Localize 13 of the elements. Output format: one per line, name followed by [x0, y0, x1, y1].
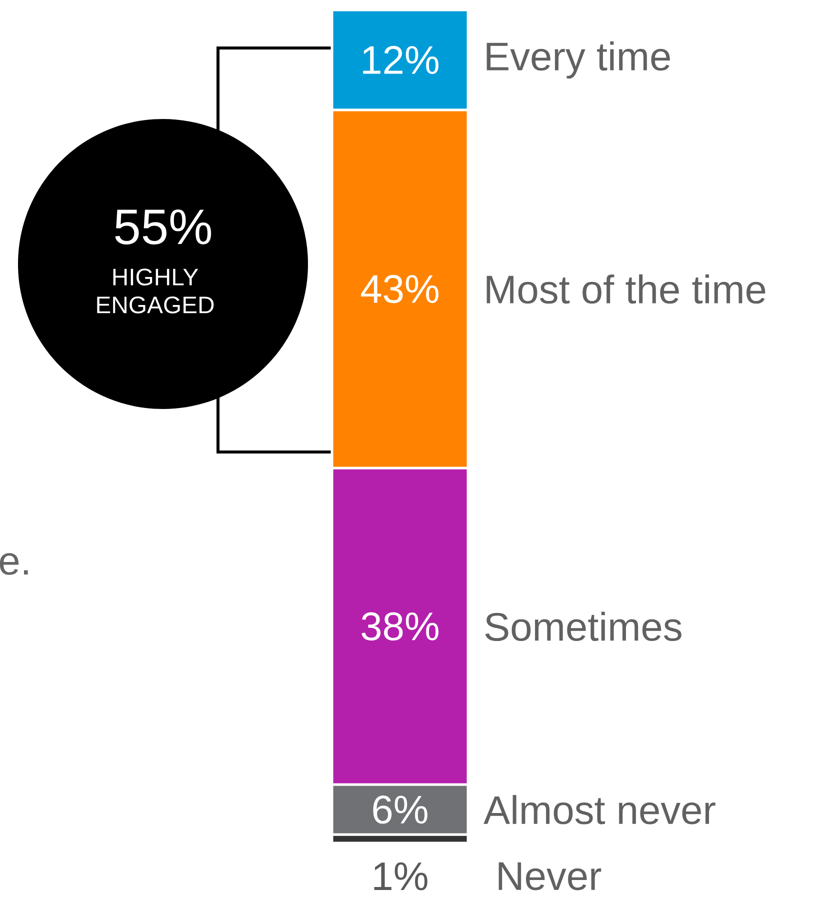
- series-label: Never: [498, 862, 602, 890]
- text: e.: [0, 553, 28, 575]
- series-label: Sometimes: [485, 612, 682, 642]
- text: HIGHLY ENGAGED: [97, 268, 214, 314]
- text: 55%: [115, 209, 212, 245]
- data-label: 1%: [374, 862, 428, 890]
- data-label: 43%: [361, 274, 438, 304]
- data-label: 12%: [363, 46, 438, 74]
- series-label: Almost never: [484, 795, 716, 824]
- data-label: 38%: [362, 612, 438, 641]
- series-label: Every time: [486, 41, 670, 79]
- data-label: 6%: [373, 796, 428, 824]
- series-label: Most of the time: [486, 274, 766, 304]
